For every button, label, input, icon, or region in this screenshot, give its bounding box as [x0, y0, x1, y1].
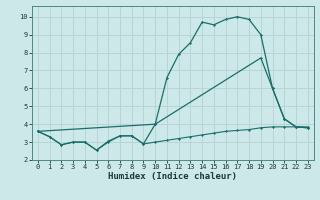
X-axis label: Humidex (Indice chaleur): Humidex (Indice chaleur): [108, 172, 237, 181]
